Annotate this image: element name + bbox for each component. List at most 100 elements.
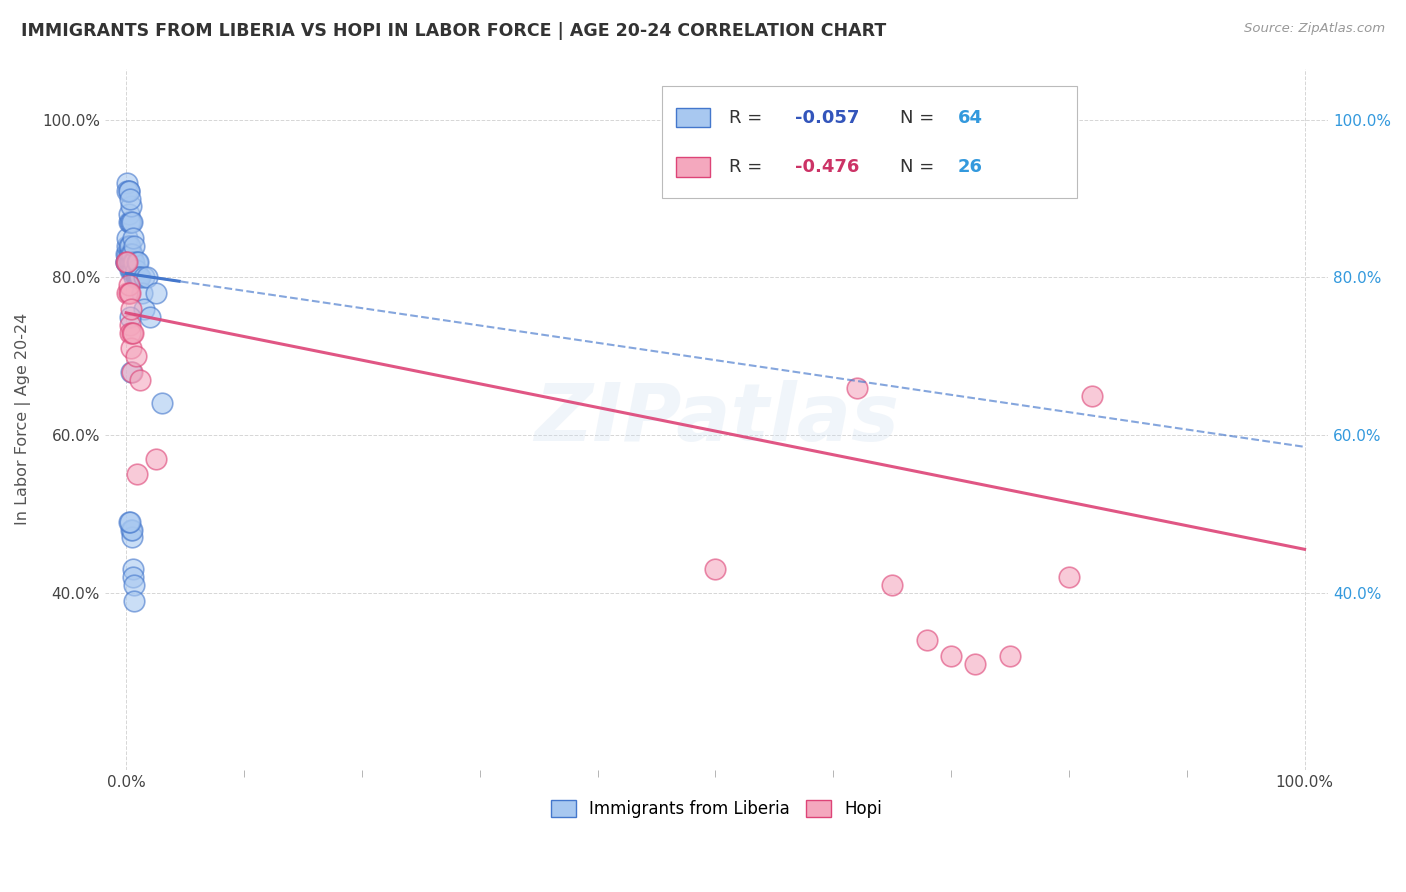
Point xyxy=(121,531,143,545)
Text: -0.476: -0.476 xyxy=(794,158,859,176)
Point xyxy=(120,199,142,213)
Point xyxy=(1081,389,1104,403)
Point xyxy=(117,184,139,198)
Text: ZIPatlas: ZIPatlas xyxy=(534,380,898,458)
Point xyxy=(122,262,145,277)
Point xyxy=(120,365,142,379)
Point xyxy=(124,254,146,268)
Point xyxy=(121,246,143,260)
Point xyxy=(124,239,146,253)
Point xyxy=(122,254,145,268)
Point xyxy=(120,301,142,316)
Point xyxy=(121,523,143,537)
Point xyxy=(118,326,141,340)
Point xyxy=(121,326,143,340)
Point xyxy=(963,657,986,671)
Point xyxy=(145,451,167,466)
Text: R =: R = xyxy=(728,109,768,127)
Point xyxy=(882,578,904,592)
Point xyxy=(998,648,1021,663)
Point xyxy=(118,254,141,268)
Point xyxy=(1057,570,1080,584)
Point xyxy=(117,254,139,268)
Point xyxy=(131,286,153,301)
Point xyxy=(120,523,142,537)
Legend: Immigrants from Liberia, Hopi: Immigrants from Liberia, Hopi xyxy=(544,793,889,825)
Point xyxy=(128,270,150,285)
Point xyxy=(121,254,143,268)
Point xyxy=(124,349,146,363)
Point xyxy=(118,239,141,253)
Point xyxy=(122,231,145,245)
Point xyxy=(120,215,142,229)
Point xyxy=(118,192,141,206)
Point xyxy=(704,562,727,576)
Point xyxy=(132,301,155,316)
Point xyxy=(124,578,146,592)
Point xyxy=(122,562,145,576)
Point xyxy=(118,262,141,277)
Point xyxy=(117,278,139,293)
Point xyxy=(121,262,143,277)
Text: N =: N = xyxy=(900,109,941,127)
Point xyxy=(117,215,139,229)
Point xyxy=(845,381,868,395)
Point xyxy=(121,365,143,379)
Point xyxy=(117,239,139,253)
Point xyxy=(129,270,152,285)
Point xyxy=(120,254,142,268)
Point xyxy=(117,184,139,198)
FancyBboxPatch shape xyxy=(661,86,1077,198)
Point xyxy=(118,215,141,229)
Text: N =: N = xyxy=(900,158,941,176)
Point xyxy=(139,310,162,324)
Point xyxy=(115,254,138,268)
Point xyxy=(125,254,148,268)
Point xyxy=(115,254,138,268)
Point xyxy=(117,254,139,268)
Point xyxy=(145,286,167,301)
Point xyxy=(939,648,962,663)
Point xyxy=(129,373,152,387)
Point xyxy=(127,254,149,268)
Point xyxy=(118,254,141,268)
Point xyxy=(117,176,139,190)
Point xyxy=(117,207,139,221)
Point xyxy=(118,286,141,301)
Point xyxy=(118,310,141,324)
Point xyxy=(122,326,145,340)
Point xyxy=(127,270,149,285)
Point xyxy=(132,270,155,285)
Point xyxy=(117,231,139,245)
Point xyxy=(121,215,143,229)
Point xyxy=(117,239,139,253)
Y-axis label: In Labor Force | Age 20-24: In Labor Force | Age 20-24 xyxy=(15,313,31,525)
Point xyxy=(117,286,139,301)
Point xyxy=(117,286,139,301)
Point xyxy=(124,593,146,607)
Point xyxy=(115,254,138,268)
Point xyxy=(117,184,139,198)
Point xyxy=(117,254,139,268)
Point xyxy=(115,246,138,260)
FancyBboxPatch shape xyxy=(676,108,710,128)
Point xyxy=(117,515,139,529)
Point xyxy=(124,270,146,285)
Point xyxy=(125,467,148,482)
Point xyxy=(124,270,146,285)
Point xyxy=(118,246,141,260)
Point xyxy=(117,246,139,260)
Text: -0.057: -0.057 xyxy=(794,109,859,127)
Point xyxy=(122,570,145,584)
Point xyxy=(124,262,146,277)
Point xyxy=(118,318,141,332)
Text: Source: ZipAtlas.com: Source: ZipAtlas.com xyxy=(1244,22,1385,36)
Point xyxy=(150,396,173,410)
Point xyxy=(136,270,159,285)
Text: 26: 26 xyxy=(957,158,983,176)
Point xyxy=(118,515,141,529)
Text: IMMIGRANTS FROM LIBERIA VS HOPI IN LABOR FORCE | AGE 20-24 CORRELATION CHART: IMMIGRANTS FROM LIBERIA VS HOPI IN LABOR… xyxy=(21,22,886,40)
Point xyxy=(120,341,142,355)
FancyBboxPatch shape xyxy=(676,157,710,177)
Point xyxy=(125,270,148,285)
